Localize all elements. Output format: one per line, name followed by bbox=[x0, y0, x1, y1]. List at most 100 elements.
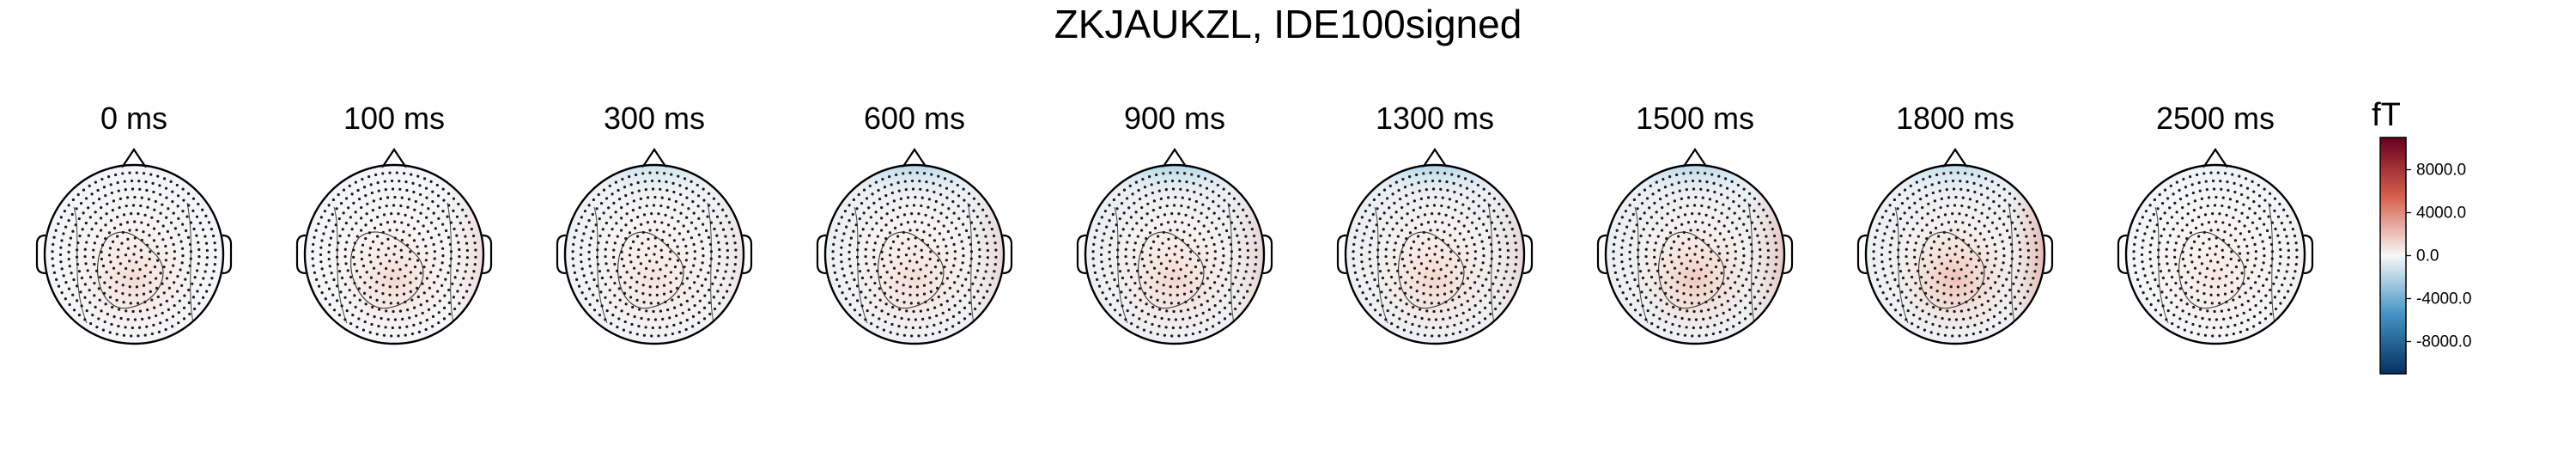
nose-outline bbox=[1162, 148, 1188, 168]
left-ear-outline bbox=[2117, 234, 2128, 275]
right-ear-outline bbox=[2303, 234, 2314, 275]
colorbar-tick-label: 0.0 bbox=[2416, 247, 2439, 266]
field-map bbox=[1085, 165, 1264, 344]
head-outline bbox=[1604, 163, 1786, 345]
sensor-dots bbox=[1872, 171, 2038, 338]
topomap-panel: 900 ms bbox=[1076, 101, 1273, 345]
contour-line bbox=[1374, 206, 1388, 324]
topomap-panel: 1500 ms bbox=[1596, 101, 1794, 345]
field-map bbox=[565, 165, 744, 344]
left-ear-outline bbox=[295, 234, 307, 275]
field-map bbox=[1606, 165, 1784, 344]
contour-line bbox=[1894, 206, 1909, 324]
topomap-panel: 0 ms bbox=[35, 101, 233, 345]
sensor-dots bbox=[1612, 171, 1778, 338]
left-ear-outline bbox=[556, 234, 567, 275]
head-outline bbox=[2124, 163, 2306, 345]
contour-line bbox=[1634, 206, 1649, 324]
contour-line bbox=[1138, 231, 1205, 309]
panel-time-label: 100 ms bbox=[343, 101, 445, 136]
contour-line bbox=[2178, 231, 2245, 309]
contour-line bbox=[1114, 206, 1128, 324]
right-ear-outline bbox=[1522, 234, 1534, 275]
nose-outline bbox=[121, 148, 147, 168]
right-ear-outline bbox=[482, 234, 493, 275]
topomap-panel: 1300 ms bbox=[1336, 101, 1534, 345]
right-ear-outline bbox=[1002, 234, 1013, 275]
contour-line bbox=[1398, 231, 1465, 309]
head-outline bbox=[563, 163, 745, 345]
panel-time-label: 1800 ms bbox=[1896, 101, 2014, 136]
left-ear-outline bbox=[1596, 234, 1607, 275]
field-map bbox=[1866, 165, 2044, 344]
head-outline bbox=[1344, 163, 1526, 345]
nose-outline bbox=[1942, 148, 1968, 168]
nose-outline bbox=[641, 148, 667, 168]
contour-line bbox=[1918, 231, 1985, 309]
contour-line bbox=[333, 206, 348, 324]
head-outline bbox=[823, 163, 1005, 345]
panel-time-label: 300 ms bbox=[604, 101, 705, 136]
topomap-panel: 600 ms bbox=[816, 101, 1013, 345]
contour-line bbox=[617, 231, 684, 309]
contour-line bbox=[2154, 206, 2169, 324]
field-map bbox=[45, 165, 223, 344]
nose-outline bbox=[1422, 148, 1448, 168]
head-outline bbox=[303, 163, 485, 345]
colorbar-tick-label: 4000.0 bbox=[2416, 205, 2466, 223]
left-ear-outline bbox=[35, 234, 46, 275]
sensor-dots bbox=[831, 171, 998, 338]
contour-line bbox=[854, 206, 868, 324]
panel-time-label: 1300 ms bbox=[1376, 101, 1494, 136]
sensor-dots bbox=[51, 171, 217, 338]
right-ear-outline bbox=[1783, 234, 1794, 275]
right-ear-outline bbox=[2043, 234, 2054, 275]
sensor-dots bbox=[1352, 171, 1518, 338]
left-ear-outline bbox=[1076, 234, 1087, 275]
colorbar-gradient bbox=[2379, 137, 2407, 375]
topomap-panel: 300 ms bbox=[556, 101, 753, 345]
head-outline bbox=[1864, 163, 2046, 345]
nose-outline bbox=[1682, 148, 1708, 168]
topomap-panel: 2500 ms bbox=[2117, 101, 2314, 345]
topomap-panels: 0 ms 100 ms 300 ms 600 ms 900 ms 1300 ms 1500 … bbox=[35, 101, 2314, 345]
contour-line bbox=[1658, 231, 1725, 309]
contour-line bbox=[350, 231, 424, 309]
panel-time-label: 600 ms bbox=[864, 101, 965, 136]
sensor-dots bbox=[571, 171, 738, 338]
contour-line bbox=[878, 231, 945, 309]
right-ear-outline bbox=[742, 234, 753, 275]
contour-line bbox=[593, 206, 608, 324]
panel-time-label: 900 ms bbox=[1124, 101, 1225, 136]
right-ear-outline bbox=[1262, 234, 1273, 275]
panel-time-label: 1500 ms bbox=[1636, 101, 1754, 136]
field-map bbox=[825, 165, 1004, 344]
colorbar-unit-label: fT bbox=[2372, 97, 2401, 133]
right-ear-outline bbox=[222, 234, 233, 275]
nose-outline bbox=[381, 148, 407, 168]
topomap-panel: 1800 ms bbox=[1856, 101, 2054, 345]
figure-title: ZKJAUKZL, IDE100signed bbox=[1054, 2, 1522, 46]
panel-time-label: 0 ms bbox=[100, 101, 167, 136]
nose-outline bbox=[902, 148, 927, 168]
head-outline bbox=[43, 163, 225, 345]
field-map bbox=[305, 165, 483, 344]
contour-line bbox=[97, 231, 164, 309]
colorbar: fT 8000.0 4000.0 0.0 -4000.0 -8000.0 bbox=[2372, 97, 2471, 375]
nose-outline bbox=[2202, 148, 2228, 168]
contour-line bbox=[73, 206, 88, 324]
colorbar-tick-label: -8000.0 bbox=[2416, 333, 2471, 351]
sensor-dots bbox=[311, 171, 477, 338]
colorbar-tick-label: -4000.0 bbox=[2416, 290, 2471, 308]
sensor-dots bbox=[1091, 171, 1258, 338]
head-outline bbox=[1084, 163, 1266, 345]
sensor-dots bbox=[2132, 171, 2299, 338]
field-map bbox=[2126, 165, 2305, 344]
panel-time-label: 2500 ms bbox=[2156, 101, 2275, 136]
left-ear-outline bbox=[1856, 234, 1868, 275]
colorbar-tick-label: 8000.0 bbox=[2416, 162, 2466, 180]
topomap-panel: 100 ms bbox=[295, 101, 493, 345]
left-ear-outline bbox=[816, 234, 827, 275]
